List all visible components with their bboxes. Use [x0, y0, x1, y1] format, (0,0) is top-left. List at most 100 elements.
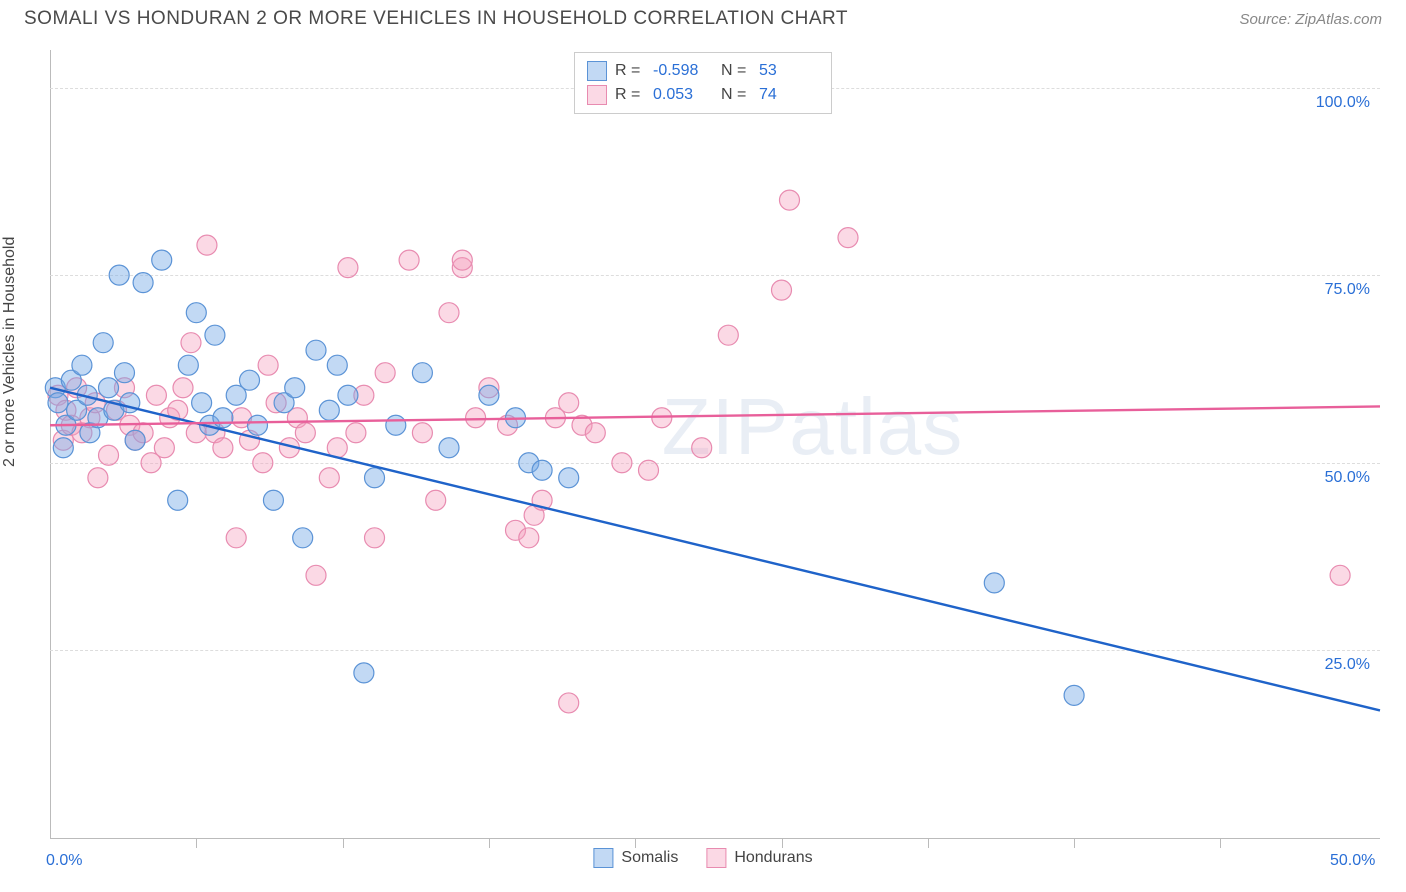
data-point-hondurans: [173, 378, 193, 398]
data-point-hondurans: [346, 423, 366, 443]
r-label: R =: [615, 86, 645, 104]
data-point-hondurans: [779, 190, 799, 210]
data-point-somalis: [125, 430, 145, 450]
n-value-somalis: 53: [759, 62, 819, 80]
data-point-somalis: [1064, 685, 1084, 705]
data-point-somalis: [559, 468, 579, 488]
data-point-hondurans: [585, 423, 605, 443]
data-point-hondurans: [439, 303, 459, 323]
n-label: N =: [721, 86, 751, 104]
data-point-hondurans: [253, 453, 273, 473]
r-value-somalis: -0.598: [653, 62, 713, 80]
data-point-hondurans: [772, 280, 792, 300]
data-point-somalis: [178, 355, 198, 375]
swatch-somalis: [593, 848, 613, 868]
data-point-somalis: [213, 408, 233, 428]
data-point-somalis: [114, 363, 134, 383]
trend-line-somalis: [50, 388, 1380, 711]
data-point-somalis: [285, 378, 305, 398]
data-point-somalis: [53, 438, 73, 458]
swatch-somalis: [587, 61, 607, 81]
data-point-hondurans: [365, 528, 385, 548]
data-point-somalis: [247, 415, 267, 435]
swatch-hondurans: [587, 85, 607, 105]
data-point-somalis: [133, 273, 153, 293]
legend-item-hondurans: Hondurans: [706, 848, 812, 868]
data-point-hondurans: [295, 423, 315, 443]
data-point-hondurans: [375, 363, 395, 383]
chart-container: 2 or more Vehicles in Household 25.0%50.…: [0, 38, 1406, 892]
data-point-hondurans: [559, 693, 579, 713]
data-point-somalis: [192, 393, 212, 413]
series-legend: Somalis Hondurans: [593, 848, 812, 868]
data-point-hondurans: [306, 565, 326, 585]
legend-row-somalis: R = -0.598 N = 53: [587, 59, 819, 83]
data-point-somalis: [365, 468, 385, 488]
data-point-hondurans: [426, 490, 446, 510]
data-point-hondurans: [838, 228, 858, 248]
data-point-hondurans: [99, 445, 119, 465]
data-point-somalis: [479, 385, 499, 405]
data-point-hondurans: [412, 423, 432, 443]
data-point-hondurans: [146, 385, 166, 405]
data-point-somalis: [93, 333, 113, 353]
data-point-hondurans: [197, 235, 217, 255]
n-label: N =: [721, 62, 751, 80]
data-point-hondurans: [692, 438, 712, 458]
data-point-hondurans: [612, 453, 632, 473]
data-point-hondurans: [1330, 565, 1350, 585]
data-point-somalis: [263, 490, 283, 510]
data-point-hondurans: [154, 438, 174, 458]
data-point-hondurans: [399, 250, 419, 270]
data-point-somalis: [354, 663, 374, 683]
data-point-hondurans: [466, 408, 486, 428]
data-point-hondurans: [181, 333, 201, 353]
data-point-somalis: [109, 265, 129, 285]
legend-item-somalis: Somalis: [593, 848, 678, 868]
data-point-hondurans: [213, 438, 233, 458]
data-point-somalis: [439, 438, 459, 458]
data-point-somalis: [338, 385, 358, 405]
data-point-somalis: [327, 355, 347, 375]
data-point-somalis: [293, 528, 313, 548]
r-label: R =: [615, 62, 645, 80]
data-point-somalis: [186, 303, 206, 323]
data-point-somalis: [319, 400, 339, 420]
data-point-somalis: [205, 325, 225, 345]
data-point-somalis: [984, 573, 1004, 593]
correlation-legend: R = -0.598 N = 53 R = 0.053 N = 74: [574, 52, 832, 114]
data-point-hondurans: [519, 528, 539, 548]
data-point-hondurans: [258, 355, 278, 375]
data-point-hondurans: [718, 325, 738, 345]
y-axis-label: 2 or more Vehicles in Household: [1, 237, 19, 467]
data-point-somalis: [386, 415, 406, 435]
x-tick-left: 0.0%: [46, 852, 82, 870]
data-point-hondurans: [559, 393, 579, 413]
chart-title: SOMALI VS HONDURAN 2 OR MORE VEHICLES IN…: [24, 8, 848, 30]
data-point-somalis: [48, 393, 68, 413]
legend-row-hondurans: R = 0.053 N = 74: [587, 83, 819, 107]
plot-area: 25.0%50.0%75.0%100.0%0.0%50.0%ZIPatlas: [50, 50, 1380, 838]
data-point-hondurans: [338, 258, 358, 278]
chart-header: SOMALI VS HONDURAN 2 OR MORE VEHICLES IN…: [0, 0, 1406, 30]
swatch-hondurans: [706, 848, 726, 868]
data-point-somalis: [168, 490, 188, 510]
data-point-somalis: [532, 460, 552, 480]
source-label: Source: ZipAtlas.com: [1239, 11, 1382, 28]
legend-label-somalis: Somalis: [621, 849, 678, 867]
data-point-hondurans: [88, 468, 108, 488]
data-point-somalis: [152, 250, 172, 270]
r-value-hondurans: 0.053: [653, 86, 713, 104]
data-point-hondurans: [319, 468, 339, 488]
data-point-somalis: [240, 370, 260, 390]
data-point-somalis: [99, 378, 119, 398]
data-point-hondurans: [452, 250, 472, 270]
data-point-somalis: [72, 355, 92, 375]
x-tick-right: 50.0%: [1330, 852, 1375, 870]
n-value-hondurans: 74: [759, 86, 819, 104]
data-point-somalis: [306, 340, 326, 360]
legend-label-hondurans: Hondurans: [734, 849, 812, 867]
data-point-hondurans: [226, 528, 246, 548]
data-point-somalis: [412, 363, 432, 383]
data-point-hondurans: [639, 460, 659, 480]
